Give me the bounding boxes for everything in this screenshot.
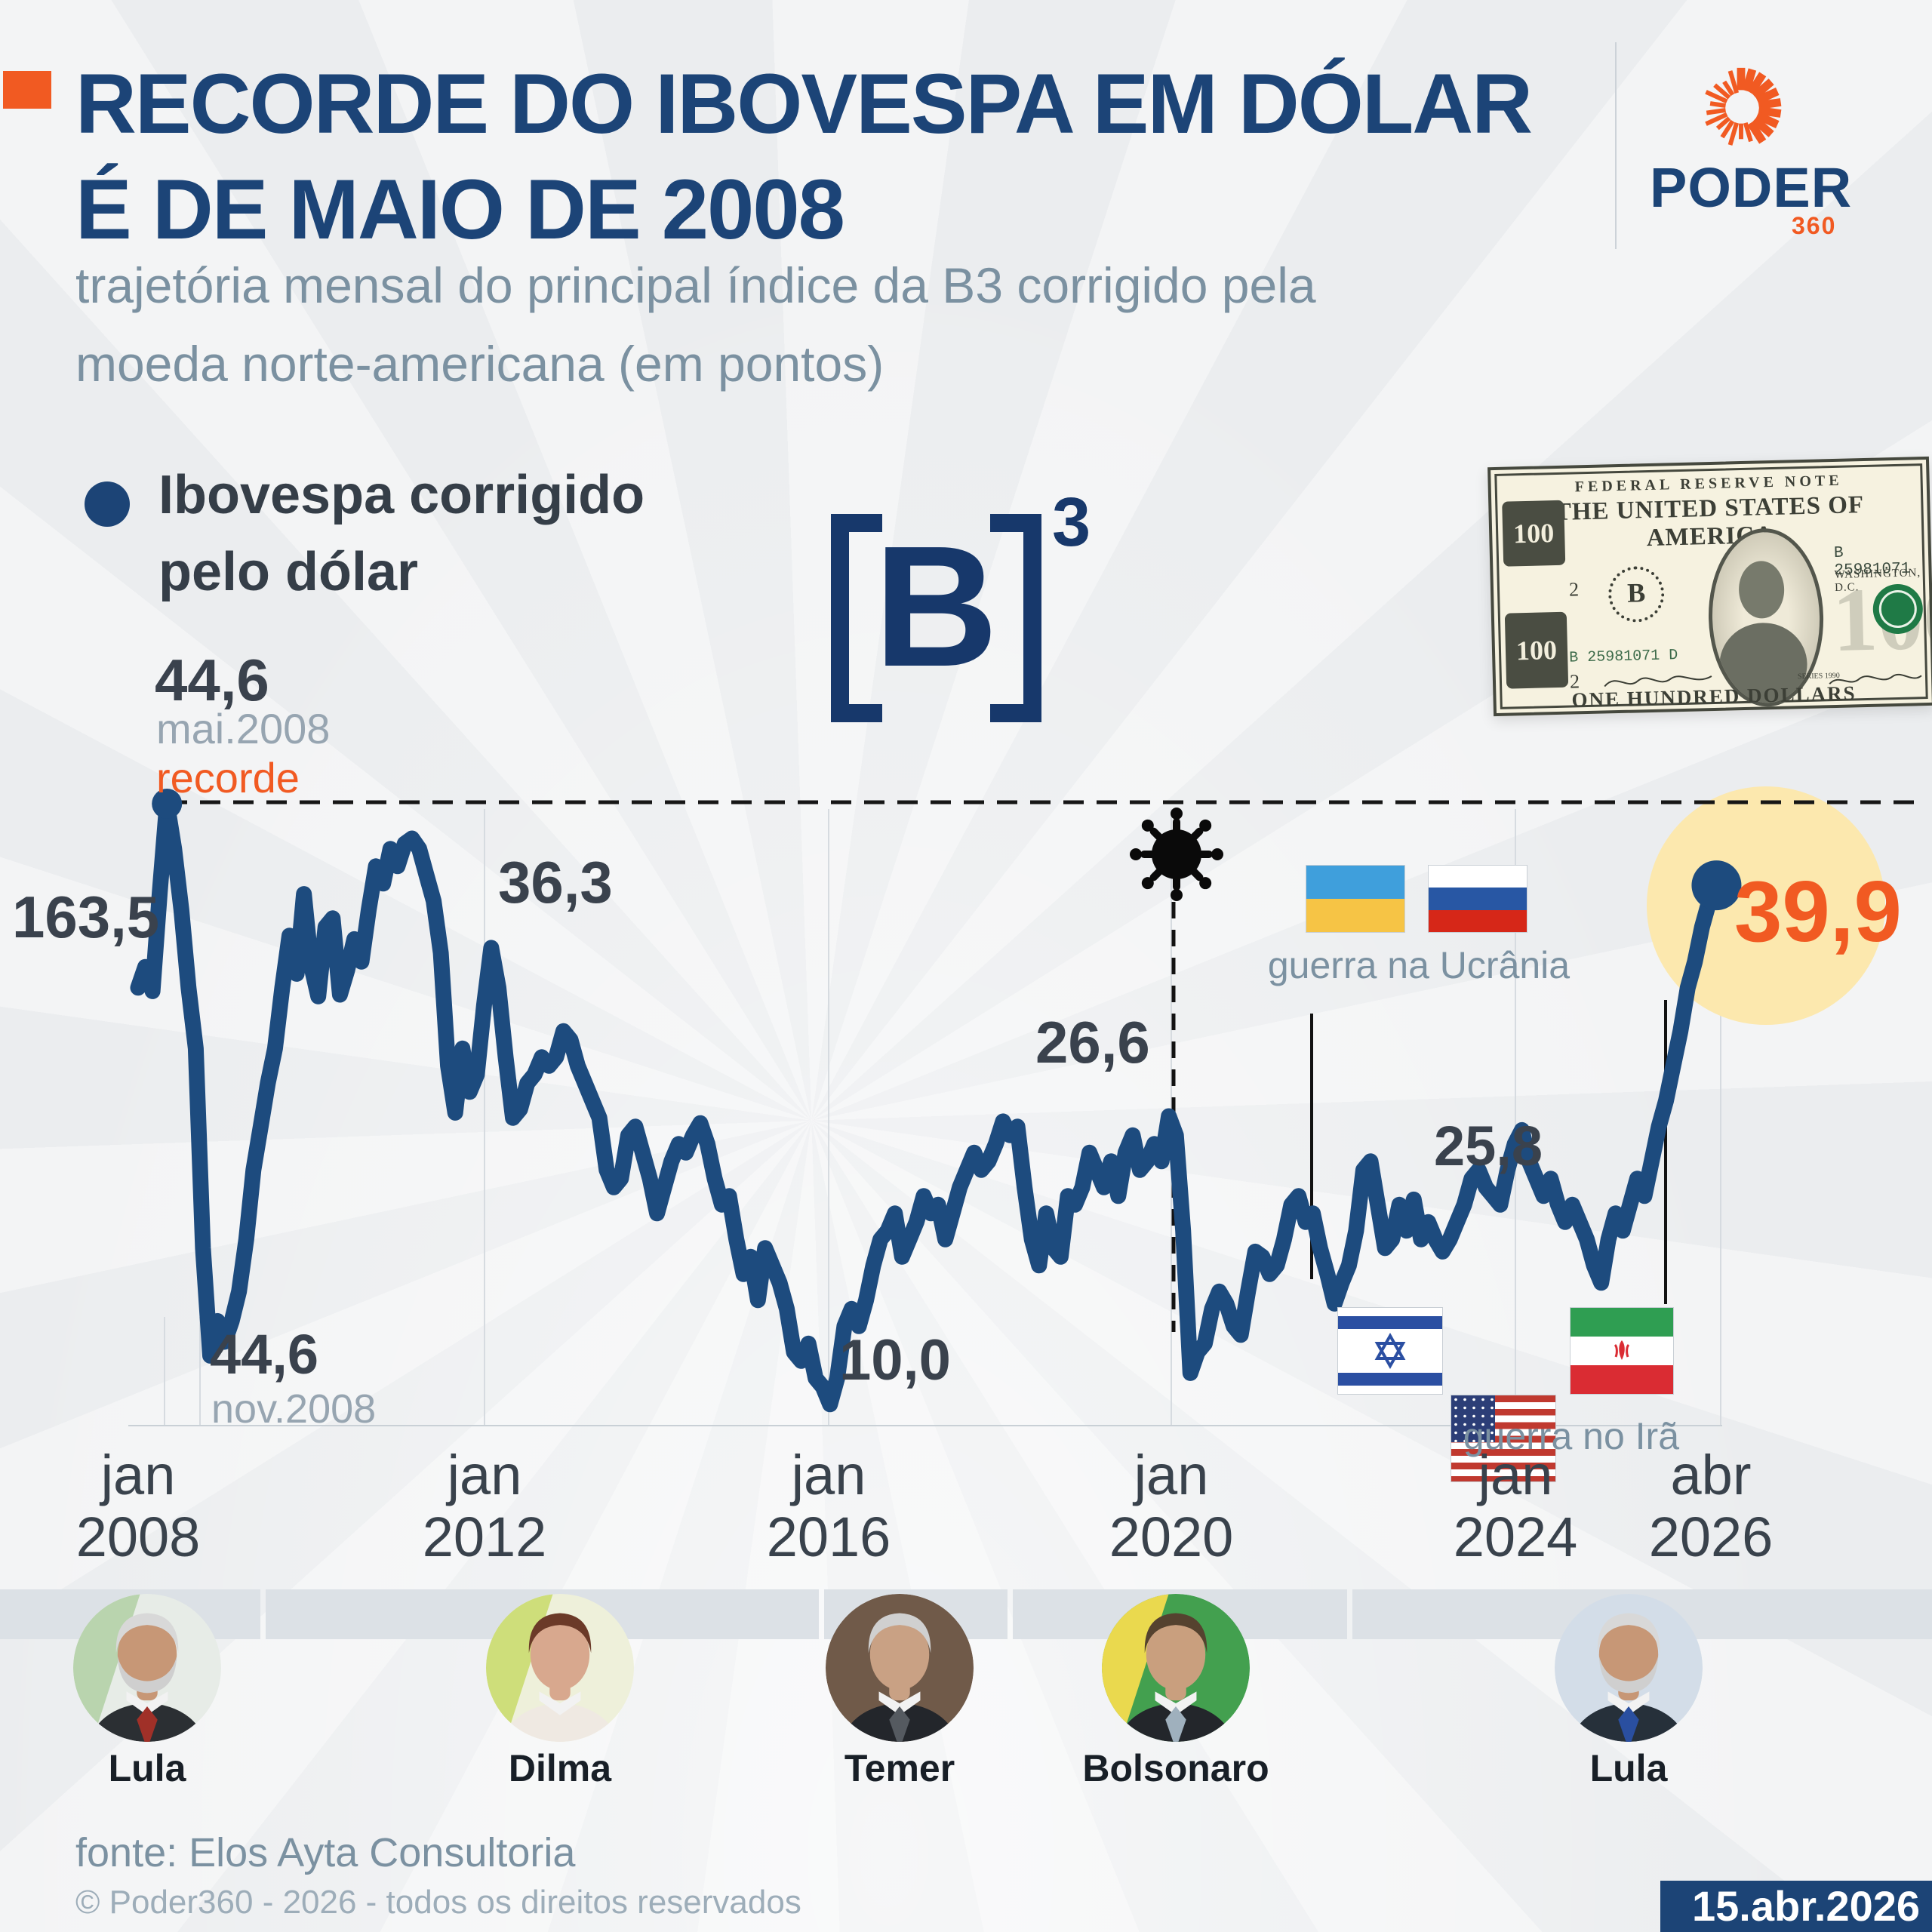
israel-flag-icon xyxy=(1337,1307,1443,1395)
president-photo-temer xyxy=(826,1594,974,1742)
current-value-label: 39,9 xyxy=(1734,864,1902,960)
president-name-dilma: Dilma xyxy=(508,1747,612,1789)
peak-2020-label: 26,6 xyxy=(1035,1009,1150,1075)
record-highlight-circle xyxy=(1647,786,1885,1025)
iran-war-label: guerra no Irã xyxy=(1463,1415,1679,1457)
subtitle-line1: trajetória mensal do principal índice da… xyxy=(75,257,1316,313)
copyright-text: © Poder360 - 2026 - todos os direitos re… xyxy=(75,1884,801,1921)
x-tick-month-2024: jan xyxy=(1478,1444,1553,1506)
x-tick-year-2008: 2008 xyxy=(75,1506,201,1568)
peak-2024-label: 25,8 xyxy=(1434,1115,1543,1177)
president-name-lula2: Lula xyxy=(1589,1747,1668,1789)
brand-360: 360 xyxy=(1792,212,1837,239)
president-photo-lula2 xyxy=(1555,1594,1703,1742)
virus-icon xyxy=(1130,808,1223,901)
left-edge-value-label: 163,5 xyxy=(12,884,160,950)
x-tick-year-2020: 2020 xyxy=(1109,1506,1234,1568)
x-tick-month-2026: abr xyxy=(1670,1444,1752,1506)
poder360-sunburst-icon xyxy=(1705,67,1782,146)
x-tick-year-2016: 2016 xyxy=(766,1506,891,1568)
date-badge-text: 15.abr.2026 xyxy=(1692,1882,1921,1930)
source-text: fonte: Elos Ayta Consultoria xyxy=(75,1830,576,1875)
president-photo-lula1 xyxy=(73,1594,221,1742)
low-2016-label: 10,0 xyxy=(839,1328,951,1392)
peak-2012-label: 36,3 xyxy=(498,849,613,915)
bill-signature-left xyxy=(1604,675,1712,688)
x-tick-month-2020: jan xyxy=(1134,1444,1209,1506)
page-title-line2: É DE MAIO DE 2008 xyxy=(75,162,845,257)
usa-flag-icon xyxy=(1451,1395,1556,1482)
x-tick-year-2012: 2012 xyxy=(422,1506,547,1568)
low-2008-value-label: 44,6 xyxy=(210,1323,319,1386)
president-name-bolsonaro: Bolsonaro xyxy=(1082,1747,1269,1789)
record-date-label: mai.2008 xyxy=(156,705,331,752)
bill-signature-right xyxy=(1829,673,1922,685)
x-tick-month-2008: jan xyxy=(100,1444,176,1506)
dollar-bill-image: FEDERAL RESERVE NOTE THE UNITED STATES O… xyxy=(1487,456,1932,717)
russia-flag-icon xyxy=(1428,865,1527,933)
x-tick-year-2024: 2024 xyxy=(1453,1506,1578,1568)
subtitle-line2: moeda norte-americana (em pontos) xyxy=(75,336,884,392)
ukraine-flag-icon xyxy=(1306,865,1405,933)
b3-logo-letter: B xyxy=(874,511,998,703)
record-point-dot xyxy=(152,789,183,819)
record-value-label: 44,6 xyxy=(155,647,269,713)
b3-logo-exponent: 3 xyxy=(1052,484,1091,561)
b3-logo-bracket-left xyxy=(831,514,882,722)
x-tick-month-2012: jan xyxy=(447,1444,522,1506)
iran-flag-icon xyxy=(1570,1307,1674,1395)
x-tick-year-2026: 2026 xyxy=(1648,1506,1774,1568)
page-title-line1: RECORDE DO IBOVESPA EM DÓLAR xyxy=(75,57,1533,151)
ukraine-war-label: guerra na Ucrânia xyxy=(1267,944,1571,986)
president-photo-dilma xyxy=(486,1594,634,1742)
legend-dot-icon xyxy=(85,481,130,527)
current-point-dot xyxy=(1691,860,1742,911)
president-name-temer: Temer xyxy=(844,1747,955,1789)
x-tick-month-2016: jan xyxy=(791,1444,866,1506)
header-divider xyxy=(1615,42,1617,249)
legend-label-line2: pelo dólar xyxy=(158,542,419,602)
low-2008-date-label: nov.2008 xyxy=(211,1386,377,1432)
b3-logo-bracket-right xyxy=(990,514,1041,722)
president-name-lula1: Lula xyxy=(108,1747,186,1789)
legend-label-line1: Ibovespa corrigido xyxy=(158,465,645,525)
accent-square xyxy=(3,71,51,109)
brand-name: PODER xyxy=(1650,156,1853,219)
date-badge: 15.abr.2026 xyxy=(1660,1881,1932,1932)
record-tag-label: recorde xyxy=(156,754,300,801)
series-line xyxy=(130,795,1724,1413)
president-photo-bolsonaro xyxy=(1102,1594,1250,1742)
